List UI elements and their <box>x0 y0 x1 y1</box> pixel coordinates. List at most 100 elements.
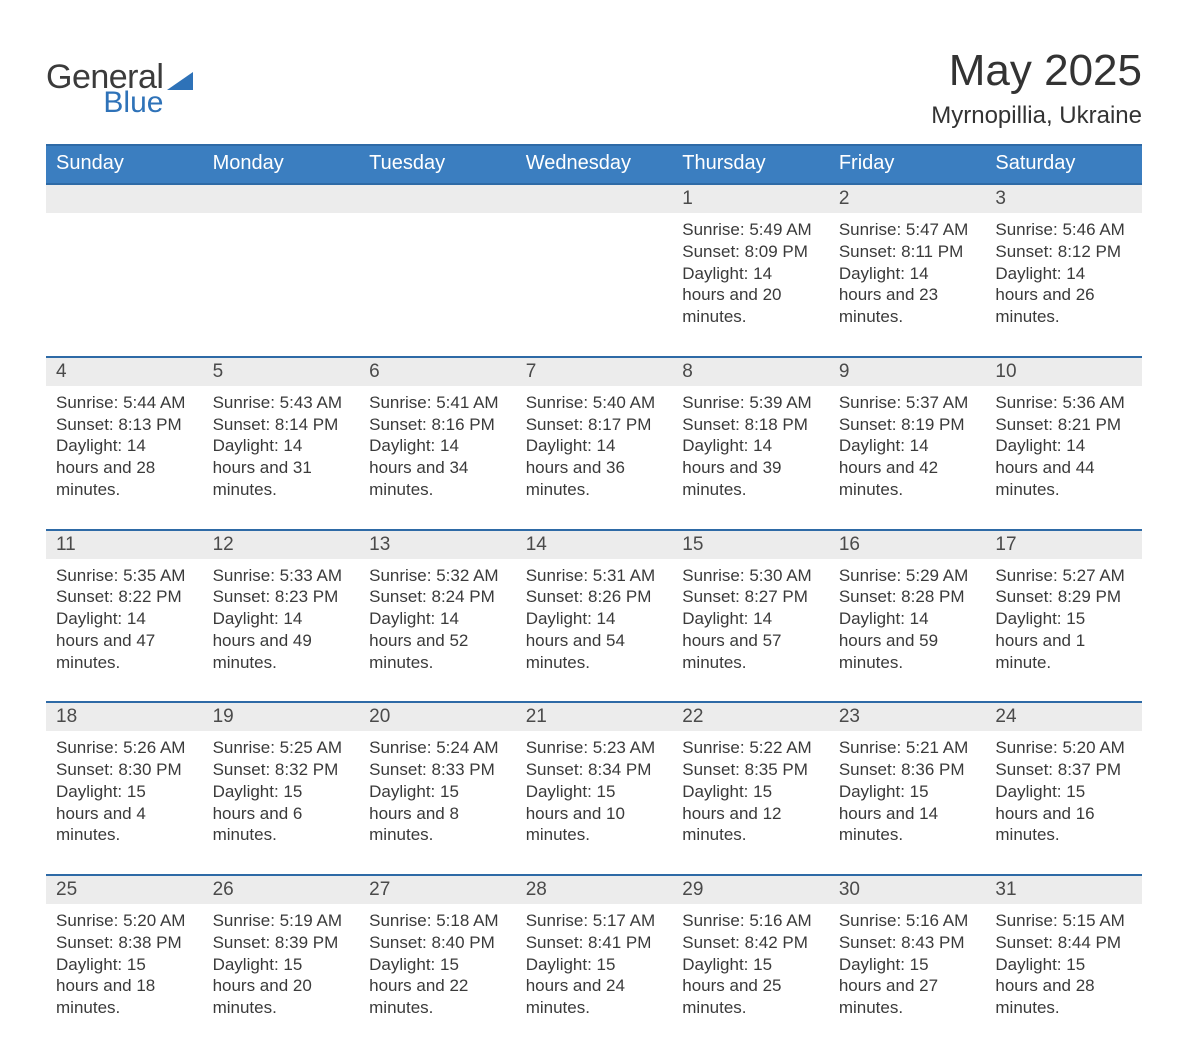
calendar-page: General Blue May 2025 Myrnopillia, Ukrai… <box>0 0 1188 918</box>
day-number: 3 <box>985 184 1142 213</box>
day-number: 25 <box>46 875 203 904</box>
sunset-text: Sunset: 8:34 PM <box>526 759 663 781</box>
sunrise-text: Sunrise: 5:24 AM <box>369 737 506 759</box>
day-cell: Sunrise: 5:15 AMSunset: 8:44 PMDaylight:… <box>985 904 1142 1047</box>
day-number <box>203 184 360 213</box>
day-number: 6 <box>359 357 516 386</box>
sunset-text: Sunset: 8:13 PM <box>56 414 193 436</box>
day-number: 17 <box>985 530 1142 559</box>
sunset-text: Sunset: 8:37 PM <box>995 759 1132 781</box>
sunset-text: Sunset: 8:42 PM <box>682 932 819 954</box>
day-cell: Sunrise: 5:49 AMSunset: 8:09 PMDaylight:… <box>672 213 829 357</box>
daylight-text: Daylight: 14 hours and 44 minutes. <box>995 435 1132 500</box>
day-number: 12 <box>203 530 360 559</box>
day-number: 8 <box>672 357 829 386</box>
daylight-text: Daylight: 15 hours and 18 minutes. <box>56 954 193 1019</box>
day-number: 13 <box>359 530 516 559</box>
sunrise-text: Sunrise: 5:19 AM <box>213 910 350 932</box>
sunrise-text: Sunrise: 5:21 AM <box>839 737 976 759</box>
sunset-text: Sunset: 8:24 PM <box>369 586 506 608</box>
day-number: 28 <box>516 875 673 904</box>
daylight-text: Daylight: 14 hours and 36 minutes. <box>526 435 663 500</box>
daylight-text: Daylight: 15 hours and 10 minutes. <box>526 781 663 846</box>
location-label: Myrnopillia, Ukraine <box>931 102 1142 130</box>
sunset-text: Sunset: 8:36 PM <box>839 759 976 781</box>
month-title: May 2025 <box>931 46 1142 96</box>
day-number: 2 <box>829 184 986 213</box>
daylight-text: Daylight: 14 hours and 31 minutes. <box>213 435 350 500</box>
day-cell: Sunrise: 5:39 AMSunset: 8:18 PMDaylight:… <box>672 386 829 530</box>
week-content-row: Sunrise: 5:44 AMSunset: 8:13 PMDaylight:… <box>46 386 1142 530</box>
brand-text: General Blue <box>46 62 163 116</box>
sunset-text: Sunset: 8:26 PM <box>526 586 663 608</box>
sunrise-text: Sunrise: 5:46 AM <box>995 219 1132 241</box>
day-cell: Sunrise: 5:33 AMSunset: 8:23 PMDaylight:… <box>203 559 360 703</box>
dow-monday: Monday <box>203 145 360 184</box>
dow-friday: Friday <box>829 145 986 184</box>
dow-wednesday: Wednesday <box>516 145 673 184</box>
day-number <box>46 184 203 213</box>
day-number: 24 <box>985 702 1142 731</box>
week-number-row: 123 <box>46 184 1142 213</box>
week-number-row: 18192021222324 <box>46 702 1142 731</box>
sunrise-text: Sunrise: 5:26 AM <box>56 737 193 759</box>
day-number: 11 <box>46 530 203 559</box>
sunset-text: Sunset: 8:22 PM <box>56 586 193 608</box>
daylight-text: Daylight: 14 hours and 26 minutes. <box>995 263 1132 328</box>
day-number <box>359 184 516 213</box>
sunset-text: Sunset: 8:27 PM <box>682 586 819 608</box>
week-content-row: Sunrise: 5:26 AMSunset: 8:30 PMDaylight:… <box>46 731 1142 875</box>
sunset-text: Sunset: 8:09 PM <box>682 241 819 263</box>
daylight-text: Daylight: 15 hours and 4 minutes. <box>56 781 193 846</box>
dow-thursday: Thursday <box>672 145 829 184</box>
daylight-text: Daylight: 14 hours and 47 minutes. <box>56 608 193 673</box>
day-cell: Sunrise: 5:17 AMSunset: 8:41 PMDaylight:… <box>516 904 673 1047</box>
sunrise-text: Sunrise: 5:31 AM <box>526 565 663 587</box>
sunrise-text: Sunrise: 5:16 AM <box>682 910 819 932</box>
day-cell: Sunrise: 5:32 AMSunset: 8:24 PMDaylight:… <box>359 559 516 703</box>
sunrise-text: Sunrise: 5:49 AM <box>682 219 819 241</box>
daylight-text: Daylight: 15 hours and 14 minutes. <box>839 781 976 846</box>
dow-saturday: Saturday <box>985 145 1142 184</box>
sunset-text: Sunset: 8:38 PM <box>56 932 193 954</box>
daylight-text: Daylight: 14 hours and 28 minutes. <box>56 435 193 500</box>
day-cell: Sunrise: 5:20 AMSunset: 8:38 PMDaylight:… <box>46 904 203 1047</box>
day-cell: Sunrise: 5:31 AMSunset: 8:26 PMDaylight:… <box>516 559 673 703</box>
day-cell: Sunrise: 5:19 AMSunset: 8:39 PMDaylight:… <box>203 904 360 1047</box>
day-number: 10 <box>985 357 1142 386</box>
sunrise-text: Sunrise: 5:27 AM <box>995 565 1132 587</box>
daylight-text: Daylight: 14 hours and 49 minutes. <box>213 608 350 673</box>
sunset-text: Sunset: 8:16 PM <box>369 414 506 436</box>
sunset-text: Sunset: 8:21 PM <box>995 414 1132 436</box>
day-number: 23 <box>829 702 986 731</box>
day-cell: Sunrise: 5:41 AMSunset: 8:16 PMDaylight:… <box>359 386 516 530</box>
daylight-text: Daylight: 15 hours and 20 minutes. <box>213 954 350 1019</box>
dow-sunday: Sunday <box>46 145 203 184</box>
sunset-text: Sunset: 8:17 PM <box>526 414 663 436</box>
sunset-text: Sunset: 8:43 PM <box>839 932 976 954</box>
sunset-text: Sunset: 8:11 PM <box>839 241 976 263</box>
day-cell: Sunrise: 5:21 AMSunset: 8:36 PMDaylight:… <box>829 731 986 875</box>
daylight-text: Daylight: 15 hours and 27 minutes. <box>839 954 976 1019</box>
day-number: 9 <box>829 357 986 386</box>
daylight-text: Daylight: 15 hours and 16 minutes. <box>995 781 1132 846</box>
daylight-text: Daylight: 15 hours and 1 minute. <box>995 608 1132 673</box>
sunset-text: Sunset: 8:32 PM <box>213 759 350 781</box>
sunrise-text: Sunrise: 5:39 AM <box>682 392 819 414</box>
daylight-text: Daylight: 14 hours and 52 minutes. <box>369 608 506 673</box>
daylight-text: Daylight: 15 hours and 22 minutes. <box>369 954 506 1019</box>
daylight-text: Daylight: 14 hours and 34 minutes. <box>369 435 506 500</box>
daylight-text: Daylight: 15 hours and 24 minutes. <box>526 954 663 1019</box>
sunrise-text: Sunrise: 5:20 AM <box>56 910 193 932</box>
daylight-text: Daylight: 14 hours and 20 minutes. <box>682 263 819 328</box>
day-number: 29 <box>672 875 829 904</box>
sunrise-text: Sunrise: 5:37 AM <box>839 392 976 414</box>
daylight-text: Daylight: 15 hours and 25 minutes. <box>682 954 819 1019</box>
day-cell: Sunrise: 5:40 AMSunset: 8:17 PMDaylight:… <box>516 386 673 530</box>
week-content-row: Sunrise: 5:35 AMSunset: 8:22 PMDaylight:… <box>46 559 1142 703</box>
sunrise-text: Sunrise: 5:41 AM <box>369 392 506 414</box>
sunset-text: Sunset: 8:23 PM <box>213 586 350 608</box>
sunrise-text: Sunrise: 5:47 AM <box>839 219 976 241</box>
sunrise-text: Sunrise: 5:32 AM <box>369 565 506 587</box>
day-number: 31 <box>985 875 1142 904</box>
